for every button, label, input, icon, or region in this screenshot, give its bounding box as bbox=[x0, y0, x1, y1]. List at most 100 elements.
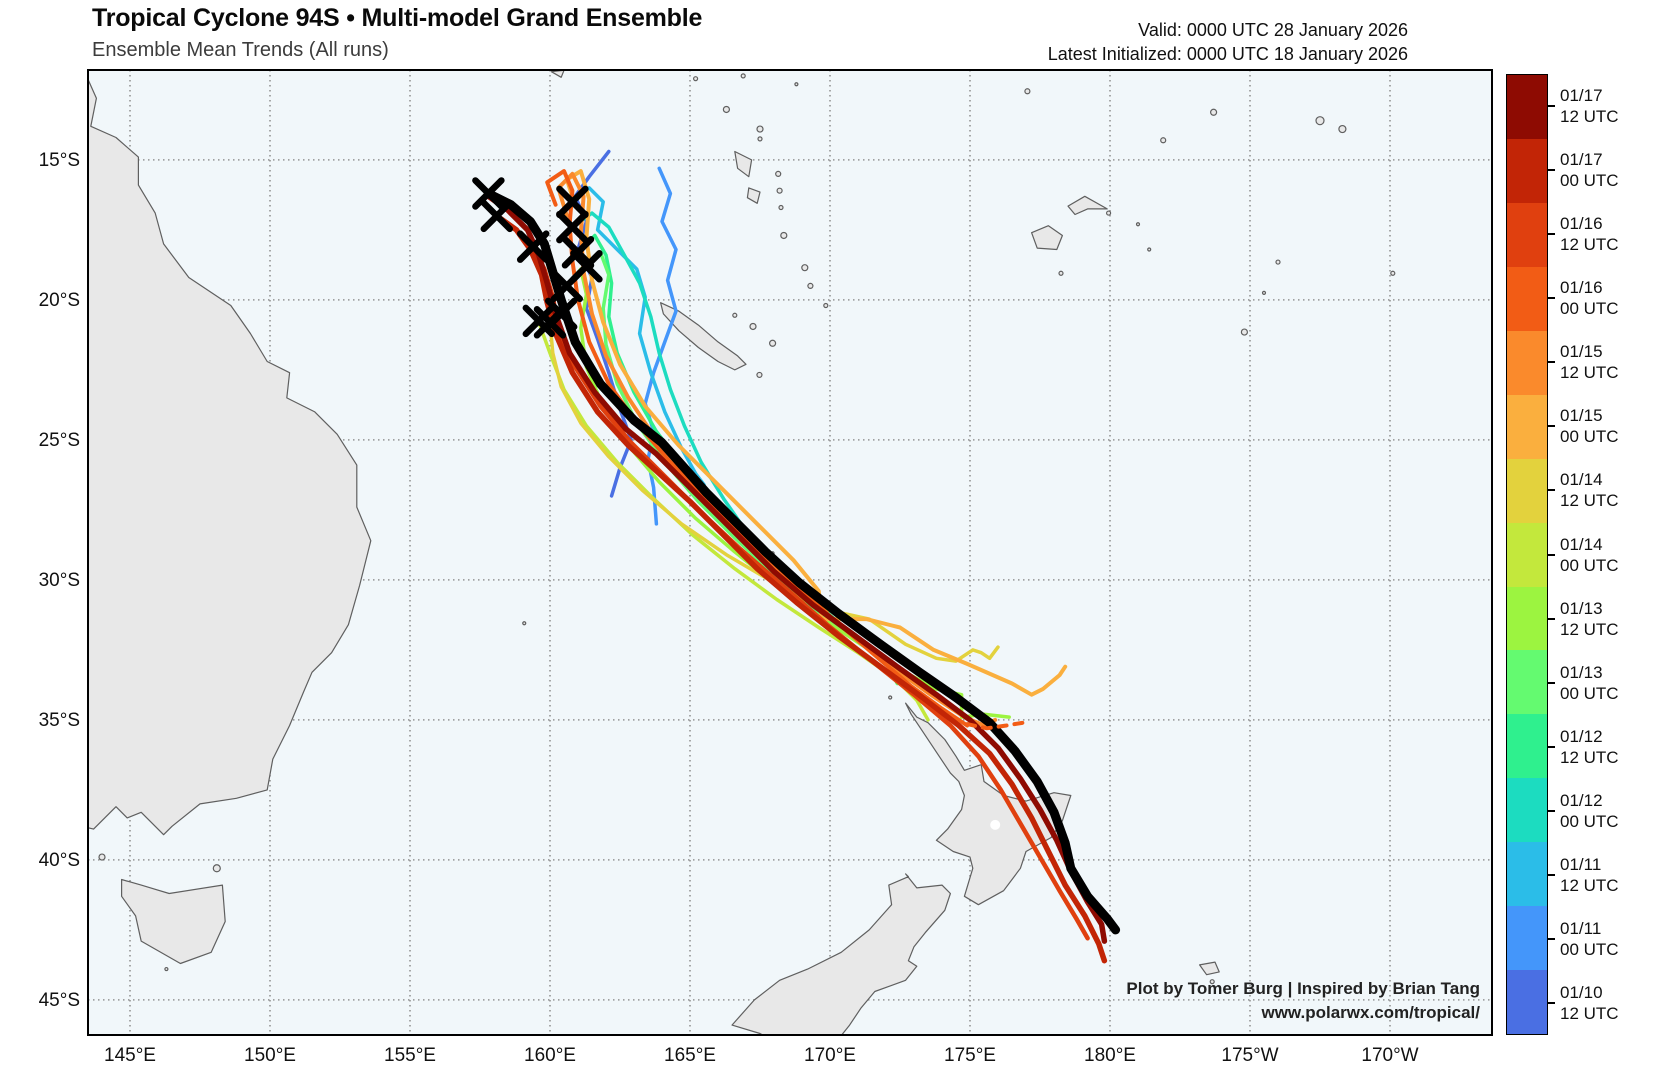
small-island bbox=[522, 621, 527, 626]
x-axis-label: 170°E bbox=[804, 1045, 856, 1066]
ensemble-tracks bbox=[483, 149, 1121, 964]
attribution-url: www.polarwx.com/tropical/ bbox=[1261, 1003, 1480, 1022]
genesis-x-marker bbox=[544, 297, 578, 331]
genesis-x-marker bbox=[516, 230, 550, 263]
genesis-x-marker bbox=[550, 269, 584, 303]
small-island bbox=[1240, 328, 1249, 336]
landmass-nz-south-island bbox=[731, 873, 951, 1035]
attribution-line1: Plot by Tomer Burg | Inspired by Brian T… bbox=[1126, 979, 1480, 998]
colorbar-segment-01-16-00 bbox=[1507, 266, 1547, 331]
map-layers bbox=[88, 70, 1492, 1035]
track-01-15-00-utc bbox=[564, 169, 1068, 697]
genesis-x-marker bbox=[472, 177, 505, 210]
landmass-australia bbox=[88, 77, 372, 836]
small-island bbox=[98, 853, 106, 861]
small-island bbox=[756, 371, 763, 379]
x-axis-label: 180°E bbox=[1084, 1045, 1136, 1066]
small-island bbox=[1209, 979, 1215, 985]
small-island bbox=[212, 864, 221, 873]
landmass-vanua-levu bbox=[1067, 195, 1108, 216]
small-island bbox=[1275, 259, 1281, 265]
y-axis-label: 35°S bbox=[39, 710, 80, 731]
landmass-viti-levu bbox=[1031, 225, 1063, 251]
landmass-new-caledonia bbox=[660, 302, 747, 371]
x-axis-label: 150°E bbox=[244, 1045, 296, 1066]
colorbar-segment-01-12-00 bbox=[1507, 778, 1547, 843]
landmass-chatham-island bbox=[1199, 961, 1220, 976]
small-island bbox=[801, 264, 809, 272]
small-island bbox=[778, 204, 784, 211]
small-island bbox=[1315, 116, 1325, 126]
colorbar-segment-01-17-00 bbox=[1507, 138, 1547, 203]
landmass-tasmania bbox=[121, 878, 226, 965]
genesis-x-marker bbox=[480, 199, 514, 233]
small-island bbox=[1024, 88, 1031, 95]
small-island bbox=[692, 76, 699, 82]
small-island bbox=[732, 312, 738, 318]
colorbar-segment-01-15-00 bbox=[1507, 394, 1547, 459]
small-island bbox=[722, 105, 731, 114]
colorbar-segment-01-15-12 bbox=[1507, 330, 1547, 395]
track-01-13-12-utc bbox=[565, 267, 1011, 719]
landmass-espiritu-santo bbox=[734, 150, 753, 178]
small-island bbox=[1160, 137, 1167, 144]
y-axis-label: 40°S bbox=[39, 850, 80, 871]
y-axis-label: 25°S bbox=[39, 430, 80, 451]
colorbar-segment-01-11-00 bbox=[1507, 906, 1547, 971]
track-01-17-12-utc bbox=[485, 193, 1108, 944]
small-island bbox=[756, 125, 764, 133]
small-island bbox=[1209, 108, 1218, 116]
colorbar-segment-01-16-12 bbox=[1507, 202, 1547, 267]
map-border bbox=[87, 69, 1493, 1036]
small-island bbox=[775, 170, 782, 177]
y-axis-label: 30°S bbox=[39, 570, 80, 591]
genesis-x-marker bbox=[556, 185, 589, 219]
small-island bbox=[823, 302, 829, 309]
x-axis-label: 160°E bbox=[524, 1045, 576, 1066]
small-island bbox=[1135, 222, 1141, 227]
colorbar-segment-01-13-12 bbox=[1507, 586, 1547, 651]
small-island bbox=[888, 695, 893, 700]
landmass-malakula bbox=[746, 187, 761, 204]
colorbar-segment-01-12-12 bbox=[1507, 714, 1547, 779]
small-island bbox=[768, 339, 777, 347]
small-island bbox=[1390, 270, 1396, 276]
genesis-x-markers bbox=[472, 177, 603, 339]
init-time-colorbar bbox=[1506, 74, 1548, 1035]
x-axis-label: 175°W bbox=[1221, 1045, 1278, 1066]
x-axis-label: 155°E bbox=[384, 1045, 436, 1066]
x-axis-label: 175°E bbox=[944, 1045, 996, 1066]
colorbar-segment-01-14-00 bbox=[1507, 522, 1547, 587]
small-island bbox=[1147, 247, 1152, 252]
small-island bbox=[1338, 124, 1347, 134]
colorbar-segment-01-10-12 bbox=[1507, 970, 1547, 1035]
small-island bbox=[164, 966, 169, 972]
page-title: Tropical Cyclone 94S • Multi-model Grand… bbox=[92, 4, 703, 32]
genesis-x-marker bbox=[561, 236, 595, 269]
small-island bbox=[780, 231, 788, 240]
lake-taupo bbox=[990, 819, 1001, 830]
small-island bbox=[1261, 290, 1267, 295]
axis-labels: 145°E 150°E 155°E 160°E 165°E 170°E 175°E 180°E… bbox=[39, 150, 1419, 1066]
track-dashed-01-16-00-utc bbox=[965, 720, 1026, 731]
genesis-x-marker bbox=[556, 210, 589, 244]
colorbar-segment-01-17-12 bbox=[1507, 75, 1547, 139]
colorbar-segment-01-11-12 bbox=[1507, 842, 1547, 907]
x-axis-label: 145°E bbox=[104, 1045, 156, 1066]
small-island bbox=[776, 187, 783, 194]
coastline-landmasses bbox=[88, 70, 1396, 1035]
y-axis-label: 20°S bbox=[39, 290, 80, 311]
page-subtitle: Ensemble Mean Trends (All runs) bbox=[92, 39, 389, 61]
track-latest-run-ensemble-mean- bbox=[483, 189, 1121, 935]
valid-time-label: Valid: 0000 UTC 28 January 2026 bbox=[1138, 20, 1408, 40]
small-island bbox=[749, 322, 757, 331]
landmass-nz-north-island bbox=[905, 702, 1072, 906]
small-island bbox=[1058, 270, 1064, 276]
latest-init-label: Latest Initialized: 0000 UTC 18 January … bbox=[1047, 44, 1408, 64]
x-axis-label: 165°E bbox=[664, 1045, 716, 1066]
small-island bbox=[757, 136, 763, 142]
small-island bbox=[1105, 210, 1112, 216]
small-island bbox=[794, 82, 799, 87]
y-axis-label: 45°S bbox=[39, 990, 80, 1011]
